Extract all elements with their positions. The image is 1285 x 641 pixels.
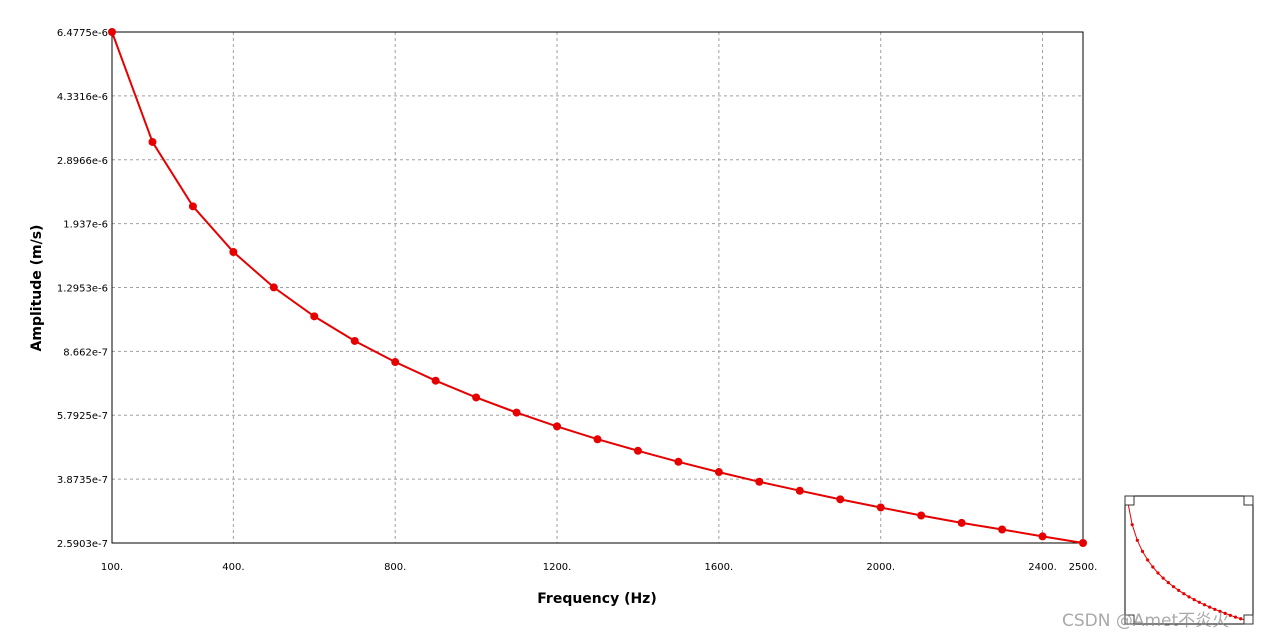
x-tick-label: 1600. xyxy=(705,562,734,573)
minimap-point xyxy=(1177,588,1181,592)
y-tick-labels: 6.4775e-6 4.3316e-6 2.8966e-6 1.937e-6 1.295… xyxy=(57,28,108,550)
minimap-point xyxy=(1146,558,1150,562)
y-tick-label: 2.5903e-7 xyxy=(57,539,108,550)
series-layer xyxy=(108,28,1087,547)
minimap-point xyxy=(1197,600,1201,604)
minimap-point xyxy=(1161,576,1165,580)
x-tick-label: 100. xyxy=(101,562,123,573)
y-axis-title: Amplitude (m/s) xyxy=(29,225,45,352)
x-tick-label: 2000. xyxy=(866,562,895,573)
minimap-point xyxy=(1166,581,1170,585)
minimap-point xyxy=(1223,611,1227,615)
data-point xyxy=(431,376,440,385)
y-tick-label: 3.8735e-7 xyxy=(57,475,108,486)
data-point xyxy=(876,503,885,512)
y-tick-label: 4.3316e-6 xyxy=(57,92,108,103)
x-tick-label: 1200. xyxy=(543,562,572,573)
minimap-point xyxy=(1187,595,1191,599)
minimap-point xyxy=(1135,538,1139,542)
minimap-handle-bottom-left[interactable] xyxy=(1124,614,1135,625)
data-point xyxy=(148,137,157,146)
minimap-point xyxy=(1202,603,1207,607)
x-tick-label: 2500. xyxy=(1069,562,1098,573)
data-point xyxy=(714,468,723,477)
data-point xyxy=(795,486,804,495)
minimap-handle-top-right[interactable] xyxy=(1243,495,1254,506)
minimap-handle-top-left[interactable] xyxy=(1124,495,1135,506)
x-tick-labels: 100. 400. 800. 1200. 1600. 2000. 2400. 2500. xyxy=(101,562,1097,573)
minimap-point xyxy=(1192,598,1196,602)
y-tick-label: 6.4775e-6 xyxy=(57,28,108,39)
grid-lines xyxy=(112,32,1083,543)
minimap-point xyxy=(1239,617,1243,621)
data-point xyxy=(391,358,400,367)
data-point xyxy=(1079,539,1087,547)
data-point xyxy=(229,247,238,256)
minimap-point xyxy=(1213,607,1217,611)
data-point xyxy=(512,408,521,417)
data-point xyxy=(917,511,926,520)
data-point xyxy=(674,457,683,466)
x-axis-title: Frequency (Hz) xyxy=(537,591,656,607)
minimap-point xyxy=(1130,523,1134,527)
minimap-point xyxy=(1171,585,1176,589)
data-point xyxy=(188,202,197,211)
x-tick-label: 400. xyxy=(222,562,244,573)
data-point xyxy=(269,283,278,292)
data-point xyxy=(1038,532,1047,541)
watermark: CSDN @Amet不炎火 xyxy=(1062,611,1230,631)
minimap-point xyxy=(1151,565,1155,569)
plot-area xyxy=(111,31,1084,544)
minimap-point xyxy=(1228,613,1232,617)
data-point xyxy=(998,525,1007,534)
y-tick-label: 8.662e-7 xyxy=(63,347,108,358)
overview-minimap[interactable] xyxy=(1124,495,1254,625)
data-point xyxy=(472,393,481,402)
minimap-point xyxy=(1233,615,1238,619)
minimap-point xyxy=(1208,605,1212,609)
data-point xyxy=(957,518,966,527)
data-point xyxy=(755,477,764,486)
minimap-point xyxy=(1140,549,1145,553)
minimap-point xyxy=(1218,609,1222,614)
data-point xyxy=(633,446,642,455)
y-tick-label: 5.7925e-7 xyxy=(57,411,108,422)
minimap-frame xyxy=(1124,495,1254,625)
minimap-point xyxy=(1156,571,1160,575)
x-tick-label: 800. xyxy=(384,562,406,573)
data-point xyxy=(108,28,116,36)
y-tick-label: 1.937e-6 xyxy=(63,220,108,231)
x-tick-label: 2400. xyxy=(1028,562,1057,573)
data-point xyxy=(350,336,359,345)
y-tick-label: 2.8966e-6 xyxy=(57,156,108,167)
data-point xyxy=(553,422,562,431)
minimap-handle-bottom-right[interactable] xyxy=(1243,614,1254,625)
data-point xyxy=(836,495,845,504)
y-tick-label: 1.2953e-6 xyxy=(57,284,108,295)
data-point xyxy=(310,312,319,321)
minimap-point xyxy=(1182,592,1186,596)
data-point xyxy=(593,435,602,444)
